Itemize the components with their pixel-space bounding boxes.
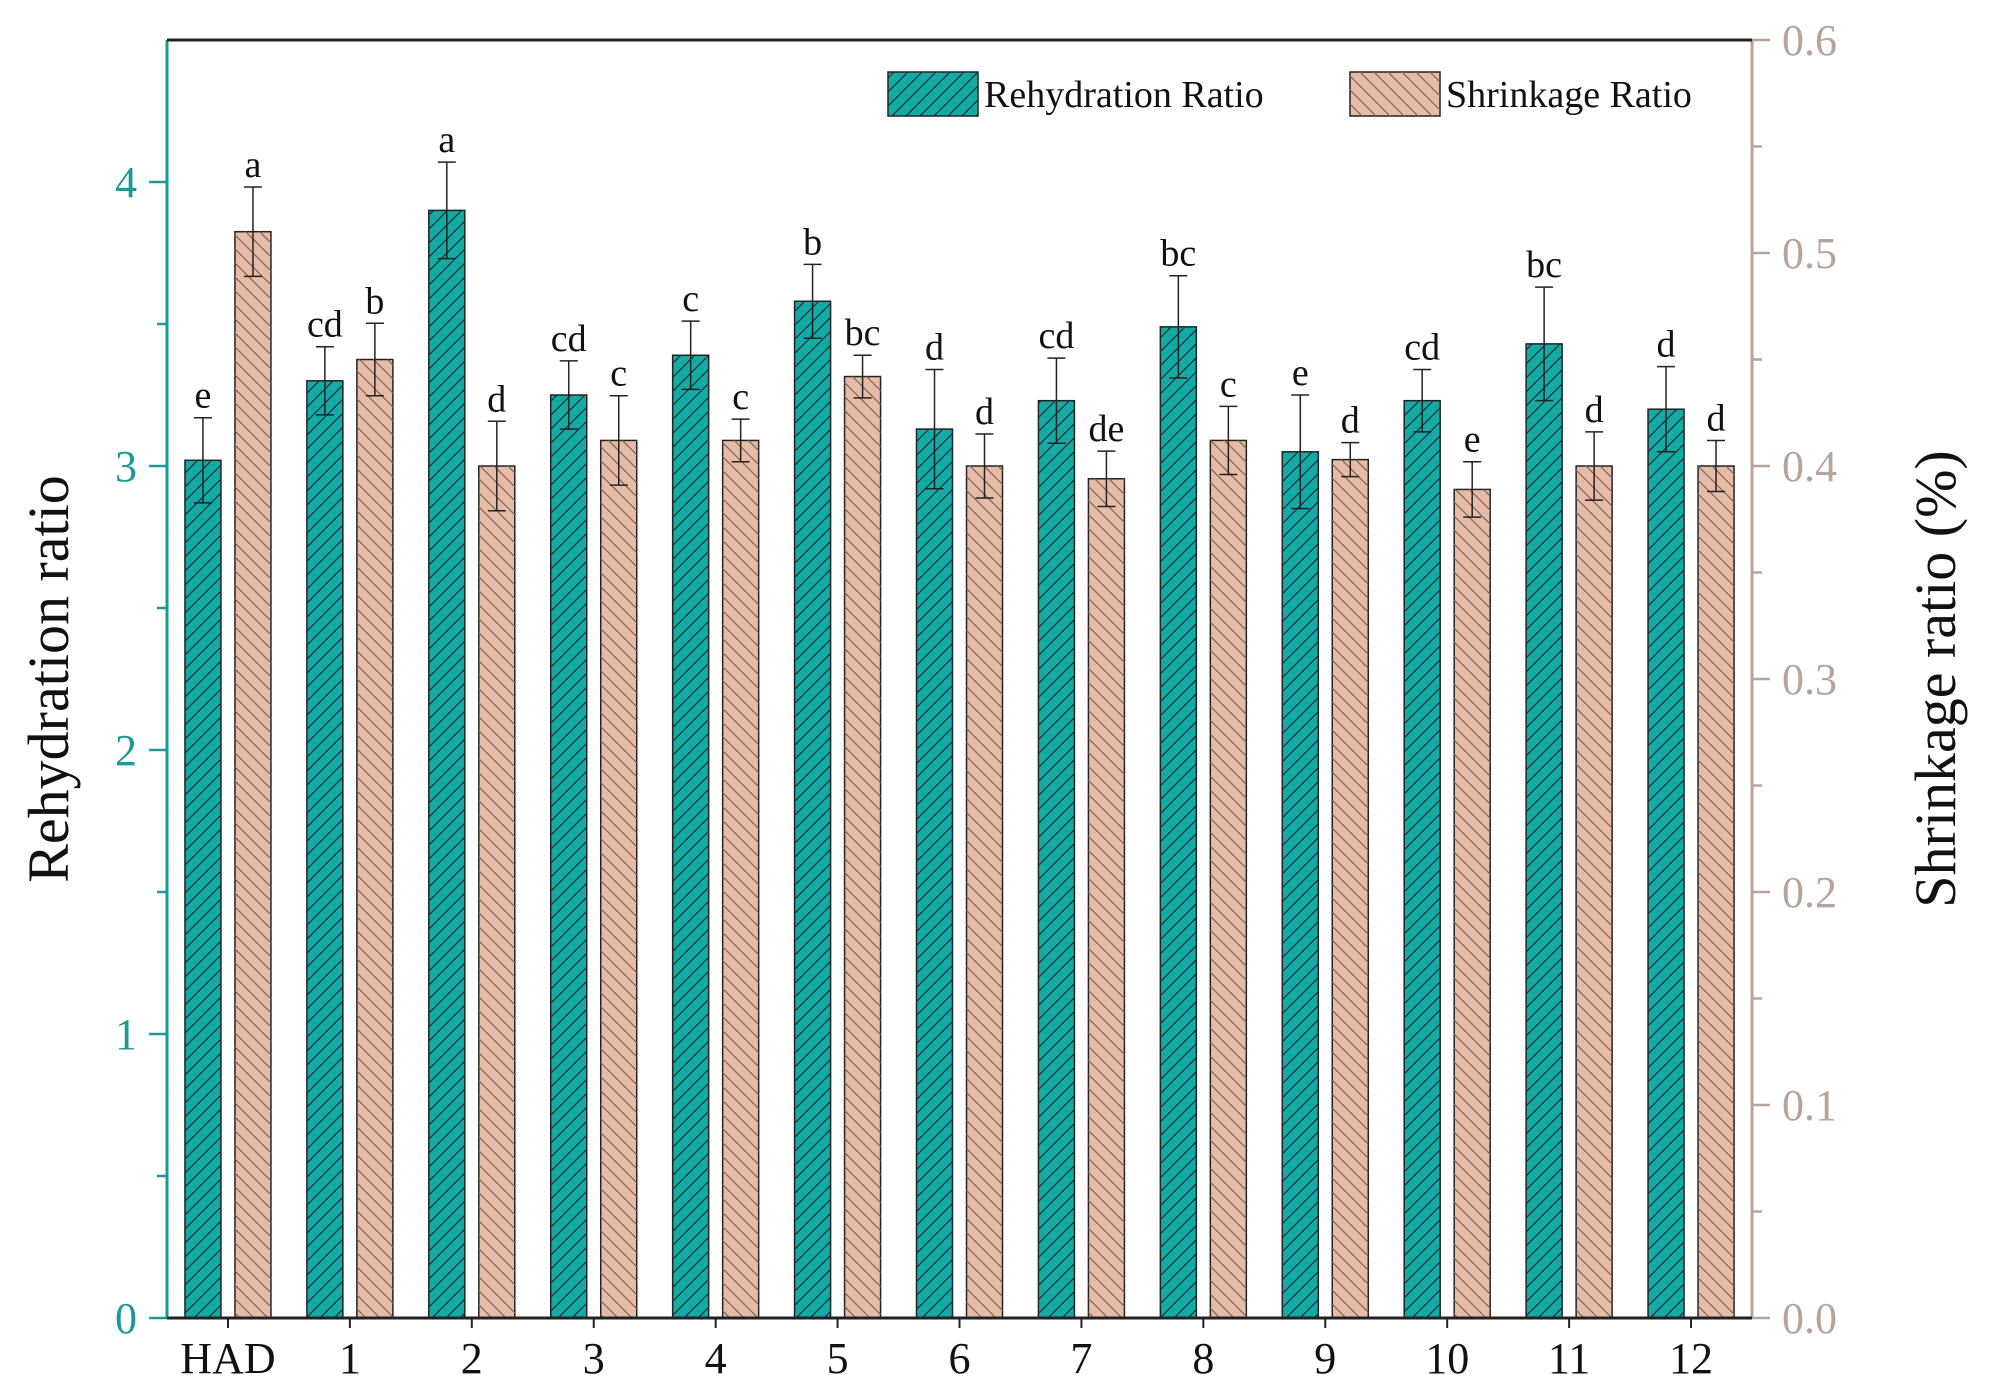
significance-letter: a bbox=[438, 119, 455, 161]
x-tick-label: 11 bbox=[1548, 1334, 1590, 1383]
significance-letter: c bbox=[682, 278, 699, 320]
x-tick-label: 10 bbox=[1425, 1334, 1469, 1383]
right-tick-label: 0.4 bbox=[1782, 442, 1837, 491]
bar-hatch bbox=[1038, 400, 1075, 1318]
bar-hatch bbox=[428, 210, 465, 1318]
right-tick-label: 0.2 bbox=[1782, 868, 1837, 917]
significance-letter: de bbox=[1088, 408, 1124, 450]
x-tick-label: HAD bbox=[180, 1334, 275, 1383]
bar-hatch bbox=[600, 440, 637, 1318]
significance-letter: c bbox=[610, 353, 627, 395]
bar-hatch bbox=[1282, 451, 1319, 1318]
bar-hatch bbox=[1332, 459, 1369, 1318]
x-tick-label: 12 bbox=[1669, 1334, 1713, 1383]
significance-letter: cd bbox=[1038, 315, 1074, 357]
significance-letter: c bbox=[732, 376, 749, 418]
significance-letter: cd bbox=[1404, 326, 1440, 368]
right-tick-label: 0.0 bbox=[1782, 1294, 1837, 1343]
significance-letter: d bbox=[975, 391, 994, 433]
significance-letter: bc bbox=[1526, 244, 1562, 286]
significance-letter: cd bbox=[307, 304, 343, 346]
legend-label: Rehydration Ratio bbox=[984, 74, 1264, 116]
significance-letter: e bbox=[195, 375, 212, 417]
bar-hatch bbox=[1404, 400, 1441, 1318]
bar-hatch bbox=[1526, 343, 1563, 1318]
x-tick-label: 4 bbox=[705, 1334, 727, 1383]
bar-hatch bbox=[550, 395, 587, 1318]
bar-hatch bbox=[234, 231, 271, 1319]
left-tick-label: 4 bbox=[115, 158, 137, 207]
left-tick-label: 0 bbox=[115, 1294, 137, 1343]
bar-hatch bbox=[1576, 466, 1613, 1318]
right-tick-label: 0.3 bbox=[1782, 655, 1837, 704]
bar-hatch bbox=[844, 376, 881, 1318]
bar-hatch bbox=[478, 466, 515, 1318]
legend: Rehydration Ratio Shrinkage Ratio bbox=[887, 71, 1692, 117]
right-tick-label: 0.6 bbox=[1782, 16, 1837, 65]
legend-swatch-hatch bbox=[888, 72, 978, 116]
right-tick-label: 0.5 bbox=[1782, 229, 1837, 278]
legend-swatch-hatch bbox=[1350, 72, 1440, 116]
significance-letter: d bbox=[1707, 397, 1726, 439]
significance-letter: d bbox=[925, 326, 944, 368]
significance-letter: d bbox=[1585, 389, 1604, 431]
bar-hatch bbox=[1648, 409, 1685, 1318]
bar-hatch bbox=[306, 380, 343, 1318]
significance-letter: c bbox=[1220, 363, 1237, 405]
left-tick-label: 1 bbox=[115, 1010, 137, 1059]
significance-letter: bc bbox=[845, 312, 881, 354]
bar-hatch bbox=[794, 301, 831, 1318]
significance-letter: cd bbox=[551, 318, 587, 360]
significance-letter: e bbox=[1464, 419, 1481, 461]
x-tick-label: 5 bbox=[827, 1334, 849, 1383]
bar-hatch bbox=[184, 460, 221, 1318]
error-bars-layer bbox=[193, 161, 1726, 518]
bar-hatch bbox=[966, 466, 1003, 1318]
significance-letter: a bbox=[245, 144, 262, 186]
bar-hatch bbox=[1088, 478, 1125, 1318]
significance-letter: b bbox=[803, 221, 822, 263]
significance-letter: b bbox=[365, 280, 384, 322]
x-tick-label: 2 bbox=[461, 1334, 483, 1383]
x-tick-label: 6 bbox=[949, 1334, 971, 1383]
bars-layer bbox=[184, 209, 1735, 1319]
bar-hatch bbox=[722, 440, 759, 1318]
bar-hatch bbox=[356, 359, 393, 1318]
right-tick-label: 0.1 bbox=[1782, 1081, 1837, 1130]
significance-letter: bc bbox=[1160, 233, 1196, 275]
left-tick-label: 2 bbox=[115, 726, 137, 775]
bar-hatch bbox=[1210, 440, 1247, 1318]
x-tick-label: 8 bbox=[1192, 1334, 1214, 1383]
bar-hatch bbox=[1160, 326, 1197, 1319]
significance-letter: d bbox=[487, 378, 506, 420]
bar-hatch bbox=[1698, 466, 1735, 1318]
bar-hatch bbox=[672, 355, 709, 1318]
legend-label: Shrinkage Ratio bbox=[1446, 74, 1692, 116]
x-tick-label: 7 bbox=[1070, 1334, 1092, 1383]
bar-hatch bbox=[916, 429, 953, 1319]
x-tick-label: 9 bbox=[1314, 1334, 1336, 1383]
significance-letter: d bbox=[1657, 324, 1676, 366]
x-tick-label: 3 bbox=[583, 1334, 605, 1383]
y-axis-title: Rehydration ratio bbox=[16, 475, 81, 883]
x-tick-label: 1 bbox=[339, 1334, 361, 1383]
significance-letter: d bbox=[1341, 400, 1360, 442]
y2-axis-title: Shrinkage ratio (%) bbox=[1903, 450, 1968, 907]
left-tick-label: 3 bbox=[115, 442, 137, 491]
significance-letter: e bbox=[1292, 352, 1309, 394]
bar-hatch bbox=[1454, 489, 1491, 1318]
